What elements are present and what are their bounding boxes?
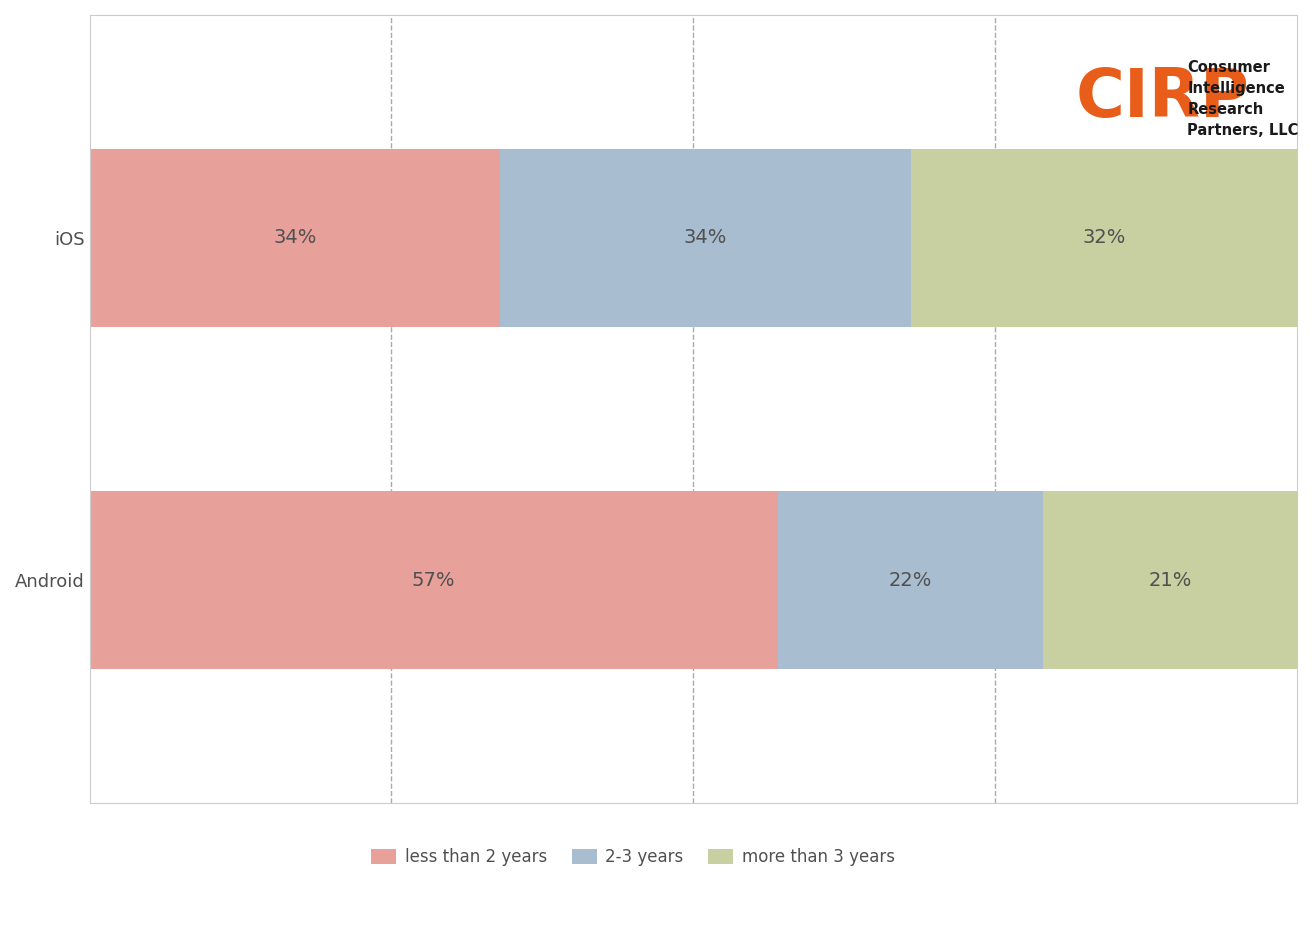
Text: Consumer
Intelligence
Research
Partners, LLC: Consumer Intelligence Research Partners,… bbox=[1187, 60, 1299, 138]
Legend: less than 2 years, 2-3 years, more than 3 years: less than 2 years, 2-3 years, more than … bbox=[365, 842, 901, 873]
Bar bbox=[911, 148, 1298, 326]
Bar bbox=[778, 491, 1043, 669]
Text: 34%: 34% bbox=[684, 228, 727, 248]
Text: 32%: 32% bbox=[1082, 228, 1126, 248]
Bar bbox=[89, 491, 778, 669]
Text: 22%: 22% bbox=[890, 570, 933, 590]
Text: 21%: 21% bbox=[1148, 570, 1191, 590]
Bar bbox=[1043, 491, 1298, 669]
Text: 34%: 34% bbox=[273, 228, 316, 248]
Text: 57%: 57% bbox=[412, 570, 455, 590]
Text: CIRP: CIRP bbox=[1076, 65, 1250, 131]
Bar bbox=[500, 148, 911, 326]
Bar bbox=[89, 148, 500, 326]
